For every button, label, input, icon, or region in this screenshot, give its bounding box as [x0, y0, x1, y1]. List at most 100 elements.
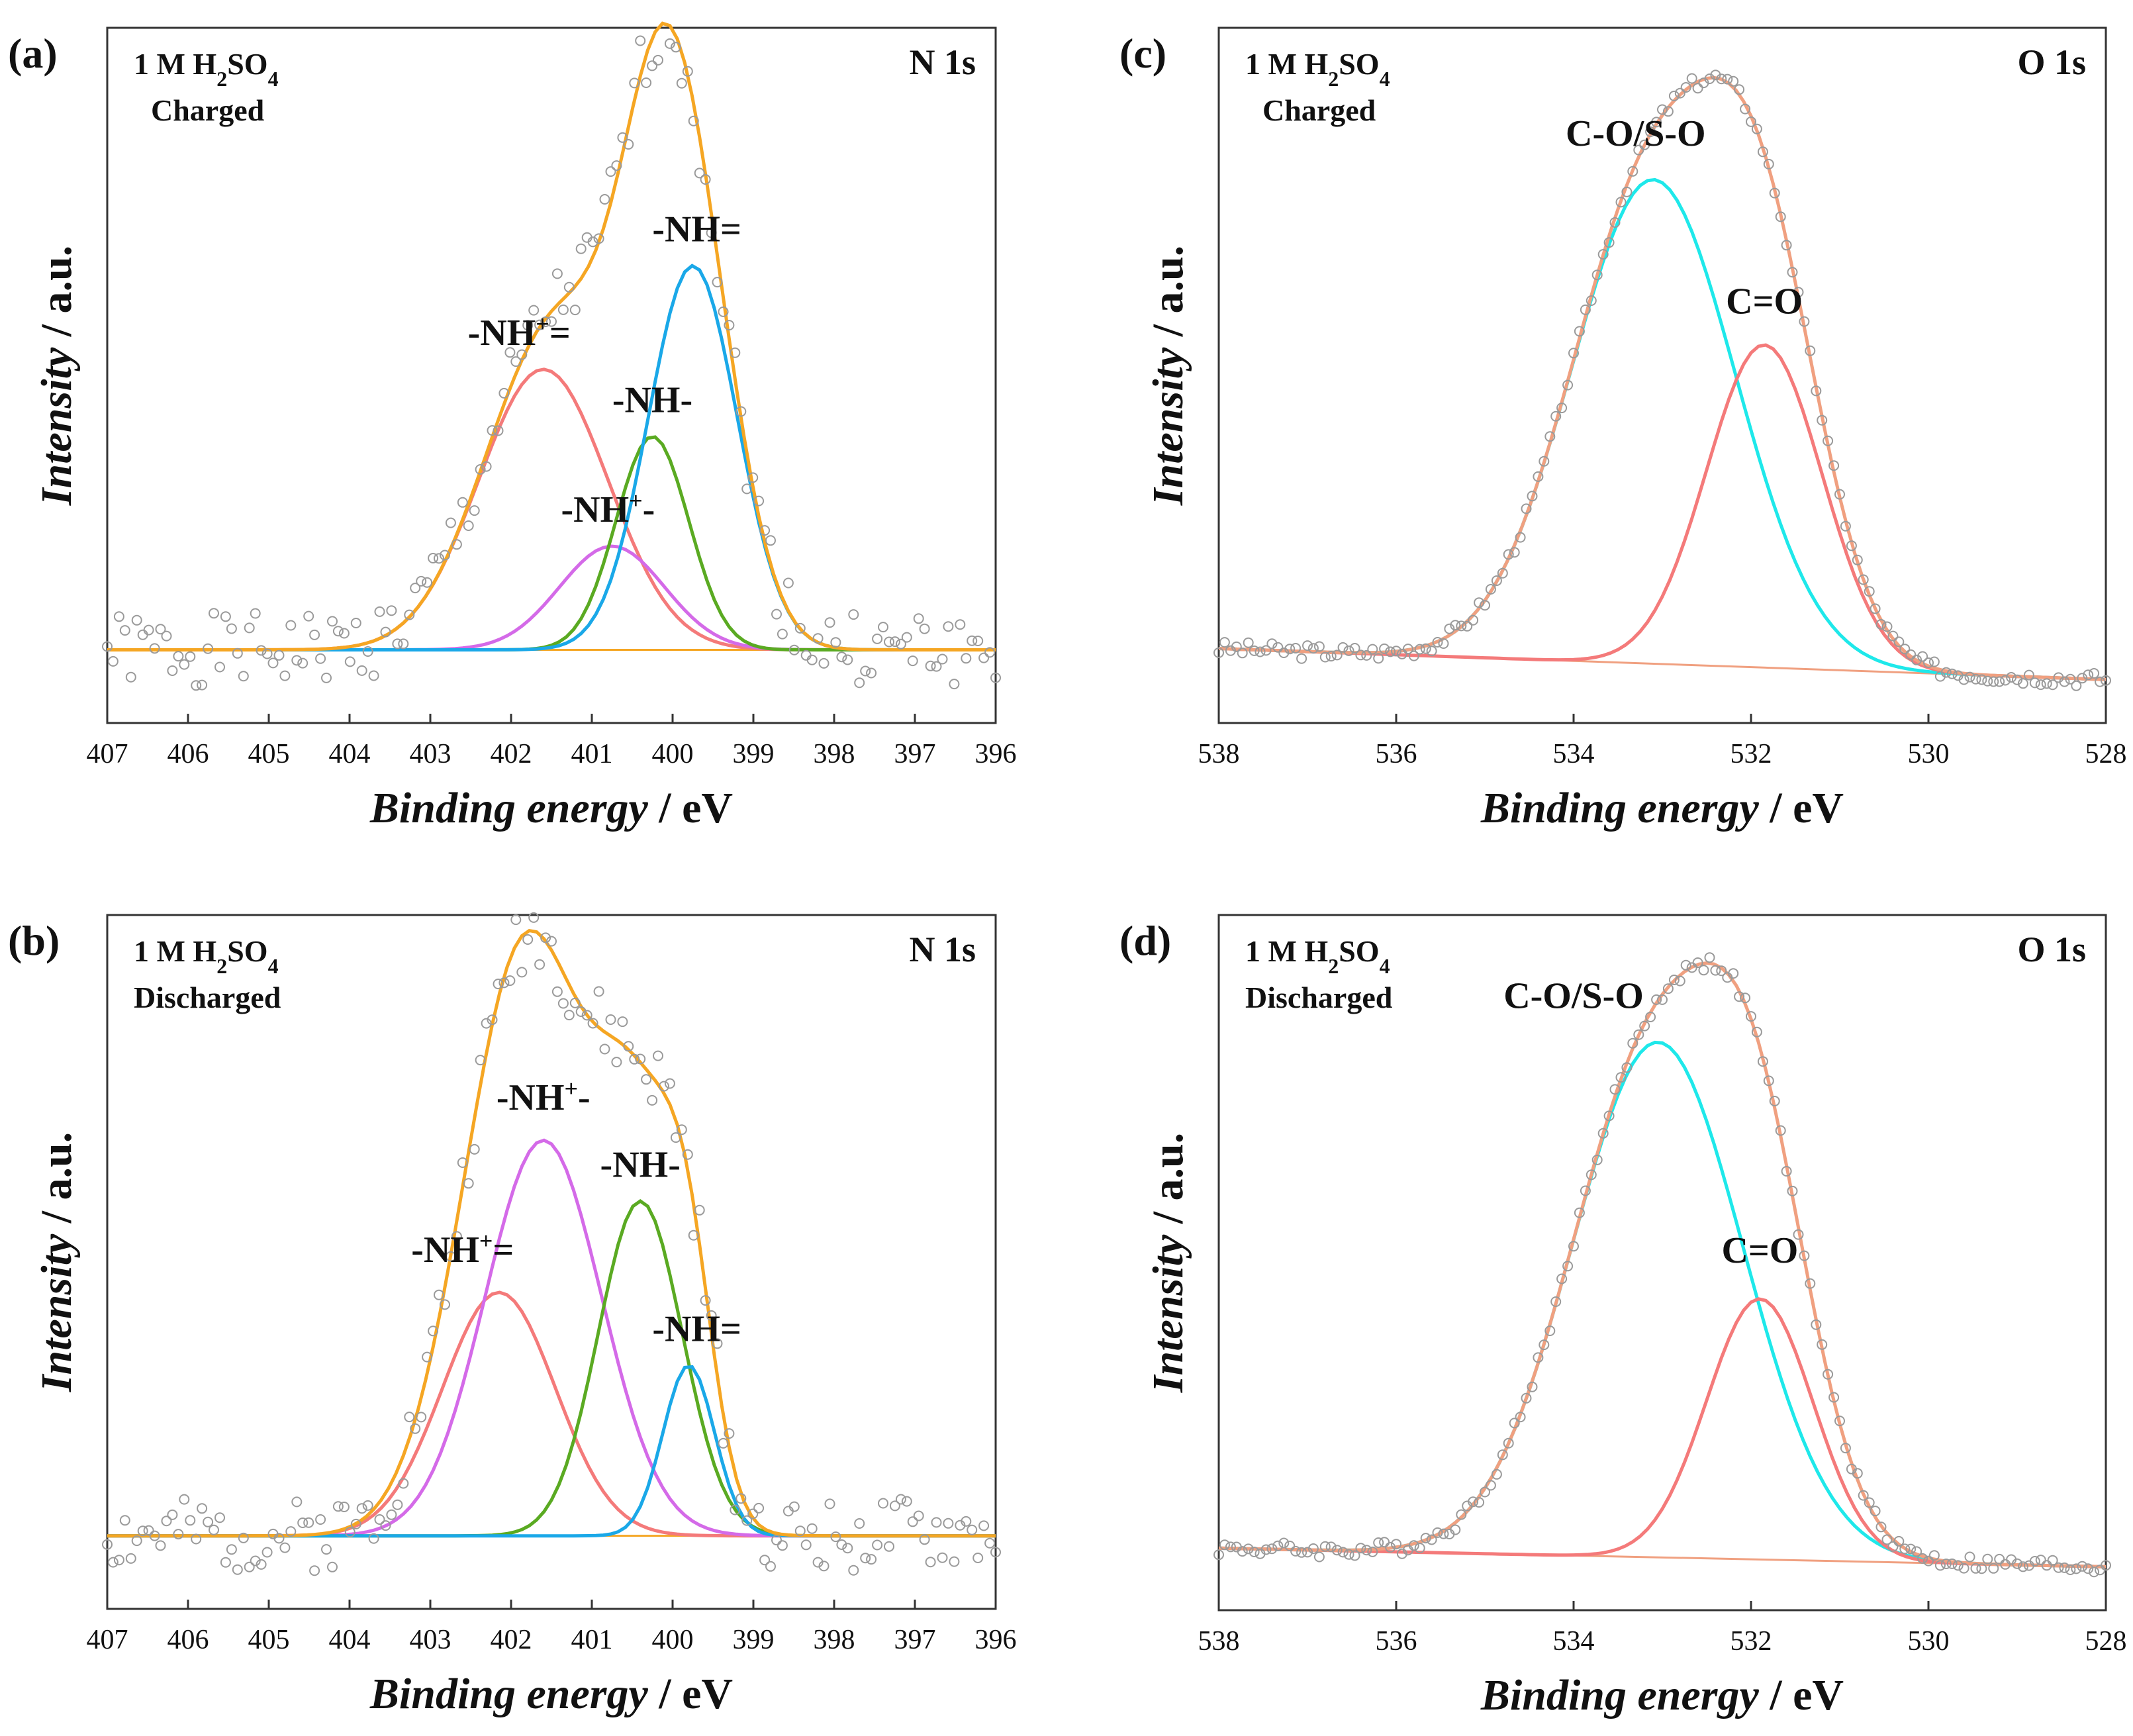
- data-point: [599, 1043, 610, 1055]
- x-axis-label: Binding energy / eV: [1480, 1671, 1844, 1719]
- data-point: [1639, 139, 1650, 150]
- data-point: [1805, 1278, 1816, 1289]
- data-point: [1213, 1549, 1224, 1561]
- data-point: [1485, 584, 1496, 595]
- data-point: [173, 651, 184, 662]
- data-point: [380, 1520, 391, 1531]
- peak-co-curve: [1218, 1297, 2107, 1568]
- data-point: [611, 160, 622, 171]
- data-point: [1456, 1509, 1467, 1520]
- x-tick-label: 405: [248, 739, 290, 769]
- data-point: [2059, 1562, 2070, 1573]
- data-point: [321, 672, 332, 683]
- data-point: [1355, 650, 1366, 661]
- data-point: [967, 1524, 978, 1535]
- data-point: [1255, 646, 1266, 657]
- data-point: [1296, 653, 1307, 664]
- data-point: [457, 497, 468, 508]
- data-point: [125, 671, 136, 683]
- data-point: [1734, 84, 1745, 95]
- data-point: [706, 1310, 717, 1321]
- data-point: [107, 1557, 118, 1568]
- data-point: [250, 608, 261, 619]
- data-point: [943, 621, 954, 632]
- data-point: [1952, 1560, 1964, 1571]
- data-point: [593, 233, 604, 244]
- data-point: [1231, 641, 1242, 652]
- x-tick-label: 406: [167, 1625, 209, 1655]
- electrolyte-label: 1 M H2SO4: [134, 934, 279, 978]
- data-point: [712, 1338, 723, 1349]
- data-point: [2047, 679, 2058, 691]
- core-level-label: N 1s: [909, 930, 976, 969]
- data-point: [487, 1014, 498, 1026]
- data-point: [244, 622, 255, 634]
- x-tick-label: 538: [1198, 1626, 1240, 1657]
- data-point: [232, 648, 243, 659]
- data-point: [2035, 1555, 2046, 1566]
- x-tick-label: 405: [248, 1625, 290, 1655]
- x-tick-label: 532: [1730, 739, 1772, 769]
- data-point: [244, 1561, 255, 1572]
- data-point: [830, 637, 841, 648]
- data-point: [374, 1514, 385, 1525]
- data-point: [1597, 249, 1609, 260]
- state-label: Discharged: [134, 981, 281, 1014]
- data-point: [1319, 1541, 1331, 1552]
- data-point: [1580, 304, 1591, 315]
- data-point: [416, 1412, 427, 1423]
- data-point: [1870, 1506, 1881, 1517]
- peak-label: -NH+-: [497, 1075, 591, 1118]
- data-point: [718, 306, 729, 317]
- envelope-curve: [107, 21, 996, 651]
- data-point: [1988, 1563, 1999, 1574]
- data-point: [1976, 674, 1987, 685]
- data-point: [1515, 1412, 1526, 1423]
- data-point: [1639, 1020, 1650, 1032]
- data-point: [1307, 643, 1319, 654]
- data-point: [1828, 1392, 1840, 1403]
- electrolyte-label: 1 M H2SO4: [1245, 934, 1390, 978]
- data-point: [1799, 316, 1810, 327]
- data-point: [469, 1143, 480, 1155]
- data-point: [2071, 680, 2082, 691]
- data-point: [291, 655, 303, 666]
- data-point: [167, 1509, 178, 1520]
- data-point: [800, 1539, 812, 1551]
- core-level-label: O 1s: [2017, 930, 2086, 969]
- data-point: [961, 1516, 972, 1527]
- data-point: [315, 653, 326, 664]
- data-point: [818, 657, 830, 669]
- data-point: [2017, 678, 2028, 689]
- data-point: [2101, 1560, 2111, 1571]
- data-point: [1355, 1543, 1366, 1554]
- data-point: [848, 1565, 859, 1576]
- data-point: [1302, 640, 1313, 651]
- data-point: [1716, 73, 1727, 85]
- data-point: [747, 1508, 759, 1519]
- data-point: [1645, 1012, 1656, 1022]
- x-tick-label: 398: [814, 1625, 855, 1655]
- data-point: [551, 986, 563, 997]
- data-point: [273, 1533, 285, 1544]
- data-point: [1852, 554, 1863, 565]
- data-point: [1420, 643, 1431, 654]
- panel-c: 538 536 534 532 530 528 C-O/S-O C=O (c) 1 M H2SO4…: [1119, 26, 2127, 832]
- data-point: [191, 680, 202, 691]
- data-point: [771, 608, 782, 620]
- data-point: [1609, 1084, 1621, 1095]
- data-point: [1734, 991, 1745, 1002]
- data-point: [569, 305, 581, 316]
- data-point: [1704, 952, 1715, 963]
- data-point: [469, 505, 480, 516]
- data-point: [919, 623, 930, 634]
- data-point: [356, 1503, 367, 1514]
- peak-label: -NH+-: [561, 487, 655, 530]
- data-point: [943, 1518, 954, 1529]
- data-point: [1757, 1056, 1768, 1067]
- data-point: [445, 1251, 456, 1262]
- data-point: [884, 636, 894, 648]
- data-point: [445, 517, 456, 528]
- data-point: [955, 619, 966, 630]
- data-point: [1864, 1497, 1875, 1508]
